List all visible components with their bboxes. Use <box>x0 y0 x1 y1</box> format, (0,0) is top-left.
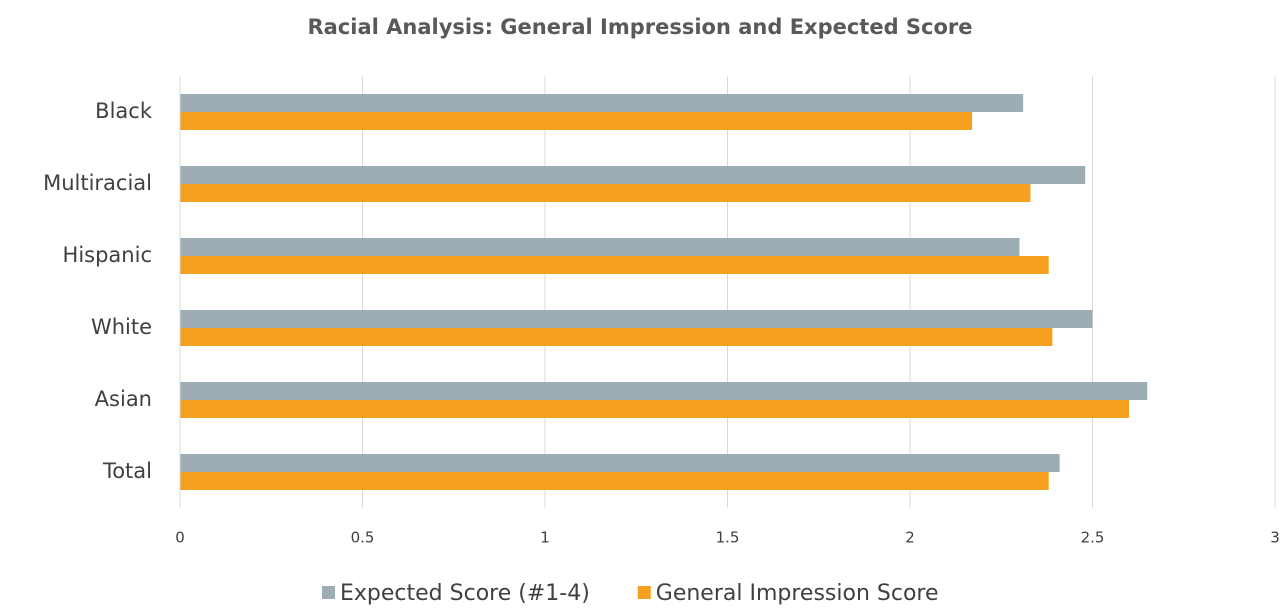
legend-swatch <box>322 586 335 599</box>
x-tick-label: 2 <box>905 529 915 547</box>
bar <box>180 310 1093 328</box>
x-tick-label: 0.5 <box>351 529 375 547</box>
bar <box>180 256 1049 274</box>
chart-title: Racial Analysis: General Impression and … <box>307 15 972 39</box>
bar <box>180 112 973 130</box>
bar <box>180 328 1053 346</box>
bar <box>180 166 1086 184</box>
y-tick-label: Black <box>95 99 153 123</box>
bar <box>180 454 1060 472</box>
bar <box>180 400 1129 418</box>
bar <box>180 184 1031 202</box>
bar <box>180 94 1024 112</box>
y-tick-label: Total <box>102 459 152 483</box>
y-tick-label: Multiracial <box>43 171 152 195</box>
bar <box>180 382 1148 400</box>
legend-label: General Impression Score <box>656 581 939 606</box>
legend-label: Expected Score (#1-4) <box>340 581 590 606</box>
y-tick-label: Asian <box>95 387 152 411</box>
y-tick-label: Hispanic <box>63 243 152 267</box>
legend-swatch <box>637 586 651 599</box>
x-tick-label: 3 <box>1270 529 1280 547</box>
x-tick-label: 1.5 <box>716 529 740 547</box>
x-tick-label: 2.5 <box>1081 529 1105 547</box>
bar <box>180 472 1049 490</box>
bar <box>180 238 1020 256</box>
x-tick-label: 1 <box>540 529 550 547</box>
y-tick-label: White <box>91 315 152 339</box>
x-tick-label: 0 <box>175 529 185 547</box>
